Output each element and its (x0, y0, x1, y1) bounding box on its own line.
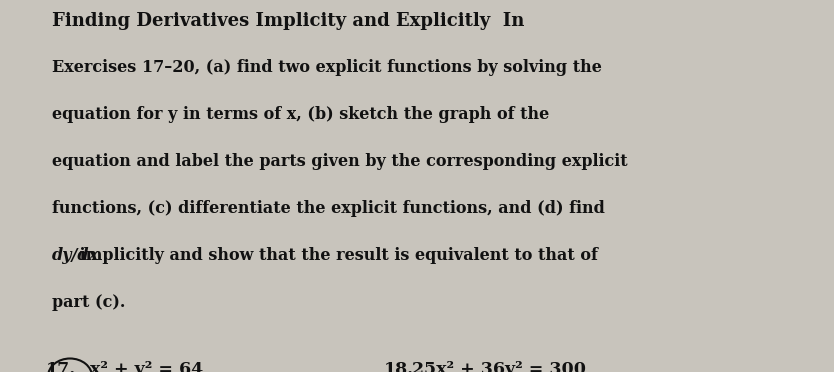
Text: Exercises 17–20, (a) find two explicit functions by solving the: Exercises 17–20, (a) find two explicit f… (52, 59, 602, 76)
Text: 25x² + 36y² = 300: 25x² + 36y² = 300 (412, 360, 585, 372)
Text: part (c).: part (c). (52, 294, 125, 311)
Text: functions, (c) differentiate the explicit functions, and (d) find: functions, (c) differentiate the explici… (52, 200, 605, 217)
Text: x² + y² = 64: x² + y² = 64 (90, 360, 203, 372)
Text: Finding Derivatives Implicity and Explicitly  In: Finding Derivatives Implicity and Explic… (52, 12, 525, 30)
Text: 17.: 17. (46, 360, 76, 372)
Text: dy/dx: dy/dx (52, 247, 99, 264)
Text: equation and label the parts given by the corresponding explicit: equation and label the parts given by th… (52, 153, 628, 170)
Text: implicitly and show that the result is equivalent to that of: implicitly and show that the result is e… (73, 247, 598, 264)
Text: equation for y in terms of x, (b) sketch the graph of the: equation for y in terms of x, (b) sketch… (52, 106, 550, 123)
Text: 18.: 18. (384, 360, 414, 372)
